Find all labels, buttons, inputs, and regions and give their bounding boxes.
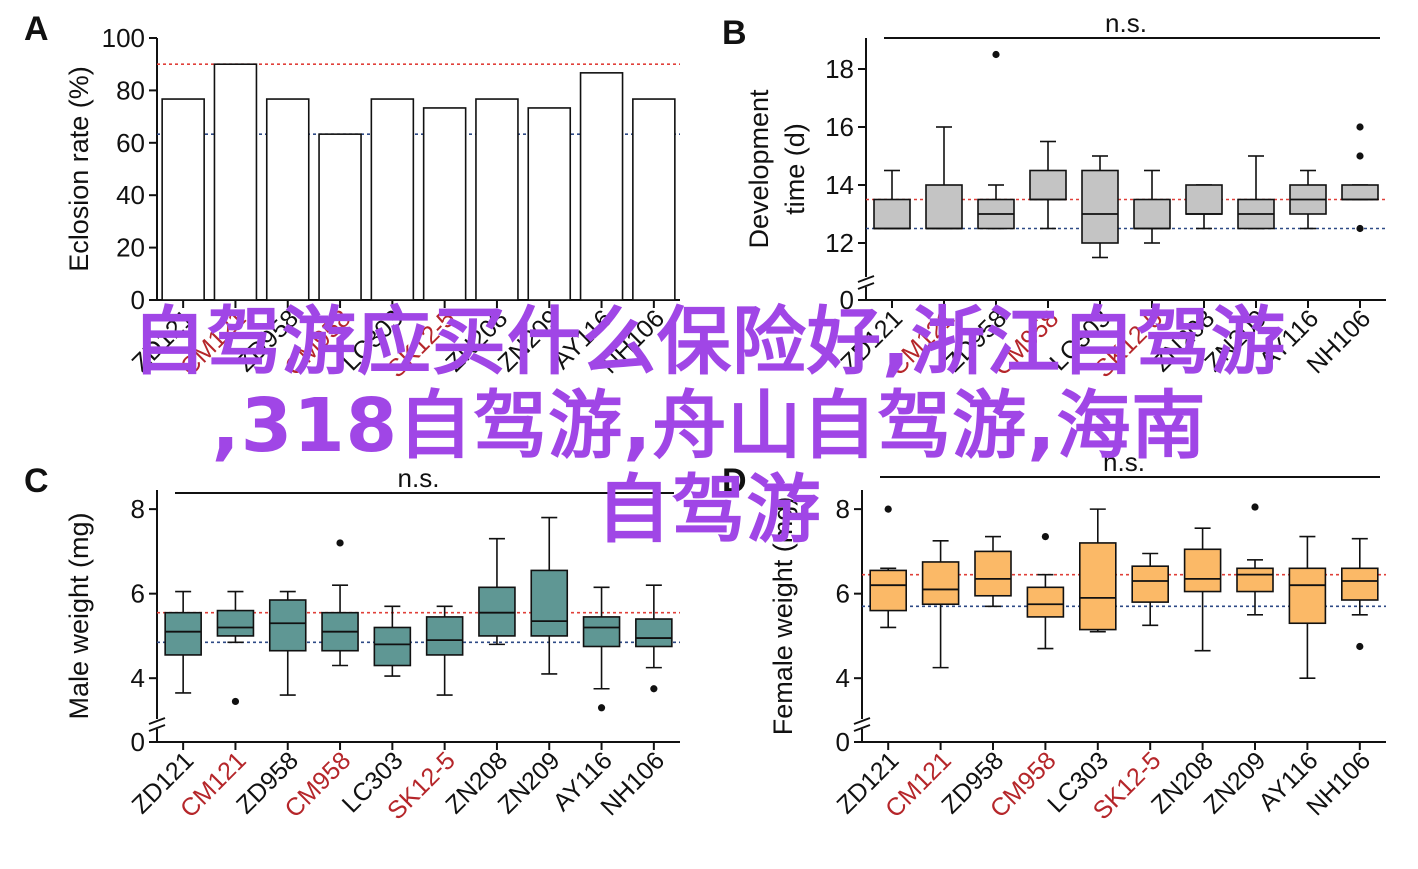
panel-d-outlier-zd121-0 (884, 505, 892, 513)
panel-a-bar-sk12-5 (422, 107, 467, 301)
panel-d-y-axis-title: Female weight (mg) (768, 497, 798, 736)
panel-c-axis-break-mark (148, 717, 166, 732)
panel-a-y-tick-label-0: 0 (131, 285, 145, 315)
panel-c-box-nh106 (635, 618, 673, 648)
panel-d-box-cm121 (921, 561, 960, 606)
panel-d-box-cm958 (1026, 586, 1065, 618)
panel-a-y-tick-label-100: 100 (102, 23, 145, 53)
panel-d-significance-label: n.s. (1103, 447, 1145, 477)
panel-a-bar-nh106 (632, 98, 676, 301)
panel-b-y-axis-title-line-2: time (d) (780, 123, 810, 215)
panel-d-box-lc303 (1079, 542, 1117, 631)
panel-c-letter: C (24, 462, 49, 500)
panel-b-letter: B (722, 14, 747, 52)
panel-c-y-tick-label-0: 0 (131, 727, 145, 757)
panel-a-bar-cm958 (318, 133, 362, 301)
panel-c-box-ay116 (582, 616, 621, 648)
panel-a-y-axis-title: Eclosion rate (%) (64, 66, 94, 272)
panel-a-bar-cm121 (213, 63, 258, 301)
panel-c-box-sk12-5 (425, 616, 464, 656)
panel-d-outlier-nh106-0 (1356, 642, 1364, 651)
panel-c-outlier-ay116-0 (597, 704, 606, 712)
panel-b-significance-label: n.s. (1105, 8, 1147, 38)
panel-a-bar-zd121 (161, 98, 205, 301)
panel-a-bar-zd958 (265, 98, 310, 301)
panel-c-y-tick-label-6: 6 (131, 579, 145, 609)
panel-c-significance-label: n.s. (398, 463, 440, 493)
panel-d-letter: D (722, 462, 747, 500)
panel-c-box-zd958 (268, 599, 307, 652)
panel-c-box-zn208 (478, 586, 516, 637)
panel-b-box-zd121 (873, 198, 911, 230)
panel-a-bar-lc303 (370, 98, 415, 301)
panel-b-box-sk12-5 (1133, 198, 1171, 230)
panel-a-y-tick-label-20: 20 (116, 233, 145, 263)
panel-c-box-cm121 (216, 609, 255, 637)
panel-d-y-tick-label-4: 4 (836, 663, 850, 693)
panel-d-outlier-zn209-0 (1251, 503, 1259, 511)
panel-a-y-tick-label-60: 60 (116, 128, 145, 158)
panel-d-y-tick-label-8: 8 (836, 494, 850, 524)
panel-b-y-tick-label-12: 12 (825, 228, 854, 258)
panel-b-axis-break-mark (857, 275, 875, 290)
panel-b-outlier-zd958-0 (992, 50, 1000, 59)
panel-a-bar-zn208 (475, 98, 519, 301)
panel-a-bar-ay116 (579, 72, 624, 301)
panel-b-box-nh106 (1341, 184, 1379, 201)
panel-d-box-sk12-5 (1131, 565, 1169, 603)
panel-b-box-cm121 (925, 184, 963, 230)
panel-b-box-zn208 (1185, 184, 1223, 215)
panel-c-box-zn209 (530, 569, 569, 637)
panel-a-y-tick-label-80: 80 (116, 75, 145, 105)
panel-c-outlier-cm121-0 (231, 697, 240, 706)
panel-b-y-tick-label-0: 0 (840, 285, 854, 315)
panel-d-box-zd121 (869, 569, 908, 612)
panel-c-outlier-nh106-0 (650, 685, 658, 693)
panel-d-y-tick-label-0: 0 (836, 727, 850, 757)
panel-c-y-tick-label-8: 8 (131, 494, 145, 524)
panel-c-y-tick-label-4: 4 (131, 663, 145, 693)
panel-d-box-zd958 (974, 550, 1012, 597)
panel-b-outlier-nh106-0 (1356, 123, 1364, 131)
panel-a-letter: A (24, 10, 49, 48)
panel-a-bar-zn209 (527, 107, 572, 301)
panel-b-outlier-nh106-1 (1356, 152, 1364, 160)
panel-b-box-lc303 (1081, 169, 1119, 244)
panel-d-box-zn208 (1183, 548, 1222, 593)
panel-d-box-nh106 (1341, 567, 1379, 601)
panel-a-y-tick-label-40: 40 (116, 180, 145, 210)
panel-c-outlier-cm958-0 (336, 539, 344, 547)
panel-d-outlier-cm958-0 (1041, 533, 1049, 541)
panel-d-y-tick-label-6: 6 (836, 579, 850, 609)
panel-d-box-ay116 (1288, 567, 1327, 625)
panel-b-y-tick-label-18: 18 (825, 54, 854, 84)
panel-b-y-axis-title-line-1: Development (744, 89, 774, 249)
panel-c-y-axis-title: Male weight (mg) (64, 512, 94, 719)
panel-b-y-tick-label-14: 14 (825, 170, 854, 200)
panel-b-box-cm958 (1029, 169, 1067, 201)
panel-d-box-zn209 (1236, 567, 1274, 593)
panel-c-box-zd121 (164, 611, 202, 656)
panel-c-box-lc303 (373, 626, 412, 667)
panel-b-outlier-nh106-2 (1356, 224, 1364, 233)
panel-b-y-tick-label-16: 16 (825, 112, 854, 142)
panel-d-axis-break-mark (853, 717, 871, 732)
